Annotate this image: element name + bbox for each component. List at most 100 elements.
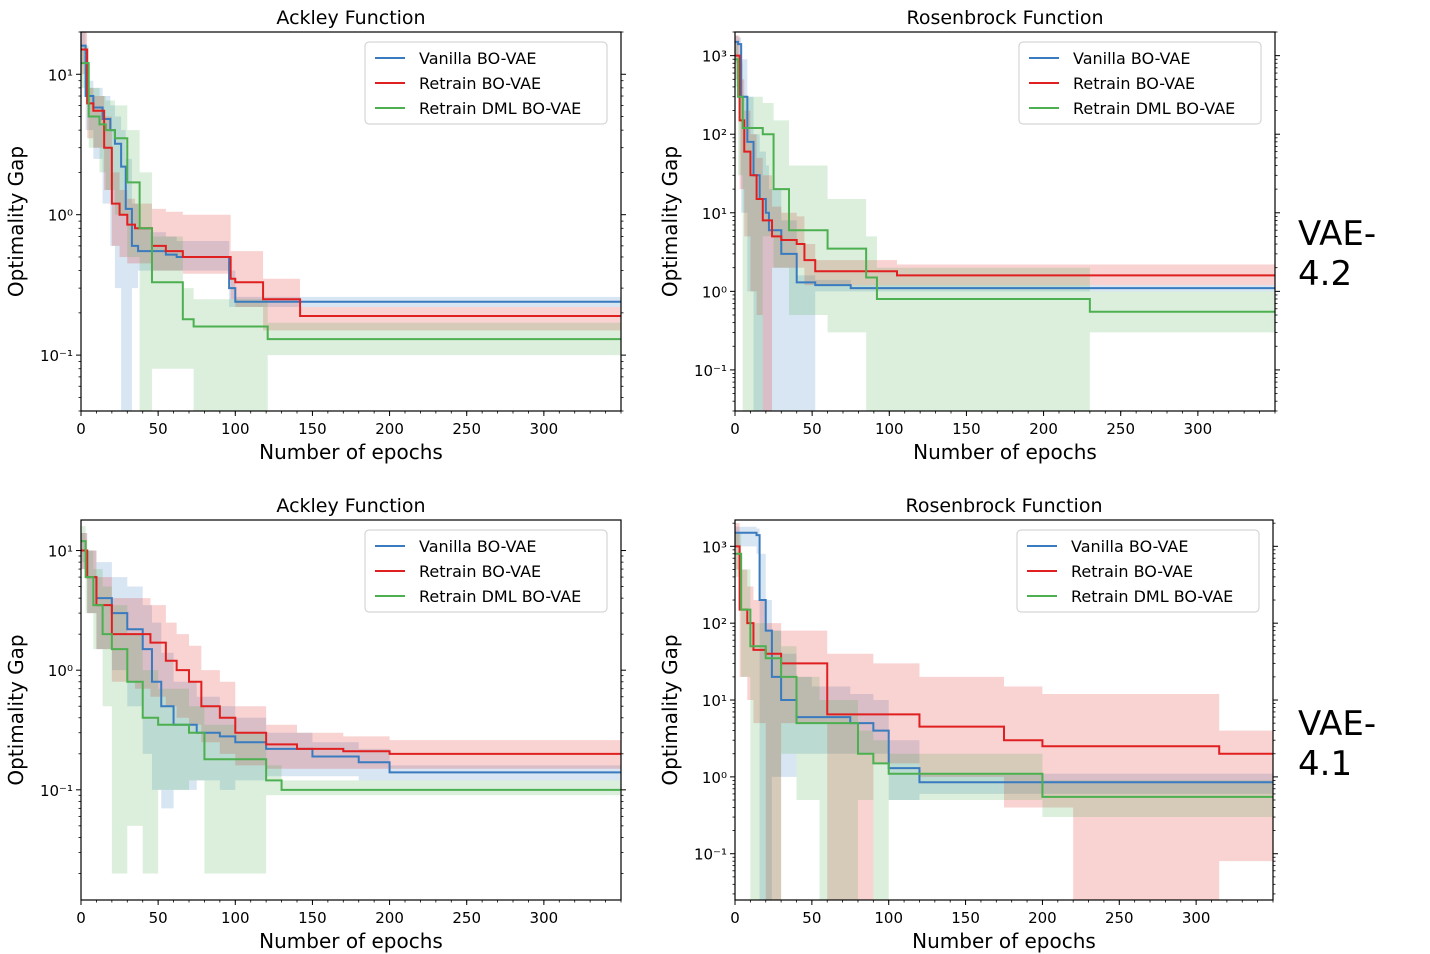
legend-label: Retrain DML BO-VAE (1071, 587, 1233, 606)
legend-box (364, 529, 608, 613)
x-tick-label: 250 (452, 909, 481, 927)
series-line-retrain-dml-bo-vae (81, 540, 621, 791)
x-axis-label: Number of epochs (913, 440, 1097, 464)
band-retrain-dml-bo-vae (81, 45, 621, 411)
x-tick-label: 300 (1182, 909, 1211, 927)
legend-box (1016, 529, 1260, 613)
legend-label: Retrain DML BO-VAE (419, 99, 581, 118)
legend-label: Retrain BO-VAE (1071, 562, 1193, 581)
chart-panel-2: 0 50 100 150 200 250 300 10⁻¹ 10⁰ 10¹ Ackley Funct… (4, 495, 626, 953)
y-tick-label: 10³ (702, 48, 727, 66)
band-retrain-dml-bo-vae (735, 41, 1275, 411)
x-tick-label: 200 (1029, 420, 1058, 438)
x-tick-label: 100 (221, 420, 250, 438)
x-tick-label: 50 (803, 420, 822, 438)
x-axis-label: Number of epochs (912, 929, 1096, 953)
y-tick-label: 10⁻¹ (40, 347, 73, 365)
x-tick-label: 100 (875, 420, 904, 438)
legend-label: Retrain BO-VAE (419, 562, 541, 581)
y-tick-label: 10⁰ (702, 283, 727, 301)
band-retrain-bo-vae (735, 523, 1273, 900)
series-line-retrain-dml-bo-vae (81, 62, 621, 341)
x-tick-label: 200 (1028, 909, 1057, 927)
x-tick-label: 250 (1105, 909, 1134, 927)
x-tick-label: 150 (951, 909, 980, 927)
x-tick-label: 250 (452, 420, 481, 438)
band-vanilla-bo-vae (735, 35, 1275, 411)
x-tick-label: 0 (76, 909, 86, 927)
chart-title: Rosenbrock Function (907, 7, 1104, 29)
y-axis-label: Optimality Gap (4, 634, 28, 785)
x-tick-label: 200 (375, 420, 404, 438)
x-tick-label: 100 (221, 909, 250, 927)
legend-label: Retrain DML BO-VAE (1073, 99, 1235, 118)
series-line-retrain-bo-vae (81, 549, 621, 755)
y-tick-label: 10¹ (702, 692, 727, 710)
y-axis-label: Optimality Gap (658, 634, 682, 785)
y-tick-label: 10⁰ (48, 207, 73, 225)
legend-label: Retrain BO-VAE (1073, 74, 1195, 93)
legend-box (364, 41, 608, 125)
band-retrain-dml-bo-vae (735, 532, 1273, 900)
series-line-retrain-dml-bo-vae (735, 552, 1273, 798)
y-axis-label: Optimality Gap (658, 146, 682, 297)
chart-panel-3: 0 50 100 150 200 250 300 10⁻¹ 10⁰ 10¹ 10² 10³ Rosenb… (658, 495, 1278, 953)
y-tick-label: 10³ (702, 538, 727, 556)
series-line-vanilla-bo-vae (81, 44, 621, 303)
x-tick-label: 50 (149, 909, 168, 927)
series-line-retrain-bo-vae (735, 545, 1273, 755)
legend-label: Vanilla BO-VAE (419, 537, 536, 556)
x-tick-label: 250 (1106, 420, 1135, 438)
x-tick-label: 200 (375, 909, 404, 927)
legend-label: Retrain BO-VAE (419, 74, 541, 93)
band-retrain-bo-vae (81, 32, 621, 331)
band-retrain-bo-vae (81, 533, 621, 769)
legend-label: Vanilla BO-VAE (1071, 537, 1188, 556)
series-line-vanilla-bo-vae (735, 40, 1275, 290)
legend-label: Retrain DML BO-VAE (419, 587, 581, 606)
x-axis-label: Number of epochs (259, 929, 443, 953)
x-tick-label: 0 (730, 420, 740, 438)
x-tick-label: 300 (530, 420, 559, 438)
y-tick-label: 10⁻¹ (40, 782, 73, 800)
series-line-retrain-dml-bo-vae (735, 58, 1275, 313)
y-tick-label: 10⁻¹ (694, 362, 727, 380)
plot-frame (734, 31, 1276, 412)
band-retrain-dml-bo-vae (81, 526, 621, 874)
chart-title: Ackley Function (276, 495, 425, 517)
x-tick-label: 50 (149, 420, 168, 438)
chart-panel-0: 0 50 100 150 200 250 300 10⁻¹ 10⁰ 10¹ Ackley Funct… (4, 7, 626, 464)
y-tick-label: 10¹ (48, 543, 73, 561)
chart-title: Rosenbrock Function (906, 495, 1103, 517)
chart-title: Ackley Function (276, 7, 425, 29)
x-tick-label: 150 (952, 420, 981, 438)
legend-label: Vanilla BO-VAE (1073, 49, 1190, 68)
y-tick-label: 10⁻¹ (694, 846, 727, 864)
x-tick-label: 150 (298, 420, 327, 438)
plot-frame (734, 519, 1274, 901)
y-tick-label: 10¹ (702, 205, 727, 223)
y-tick-label: 10² (702, 126, 727, 144)
x-tick-label: 50 (802, 909, 821, 927)
y-axis-label: Optimality Gap (4, 146, 28, 297)
series-line-retrain-bo-vae (735, 54, 1275, 277)
y-tick-label: 10⁰ (702, 769, 727, 787)
band-vanilla-bo-vae (81, 533, 621, 809)
x-tick-label: 300 (530, 909, 559, 927)
y-tick-label: 10⁰ (48, 662, 73, 680)
row-label-vae-4-1: VAE-4.1 (1298, 704, 1377, 784)
band-vanilla-bo-vae (735, 526, 1273, 900)
x-tick-label: 0 (76, 420, 86, 438)
row-label-vae-4-2: VAE-4.2 (1298, 214, 1377, 294)
legend-box (1018, 41, 1262, 125)
x-tick-label: 100 (874, 909, 903, 927)
x-tick-label: 150 (298, 909, 327, 927)
plot-frame (80, 519, 622, 901)
x-axis-label: Number of epochs (259, 440, 443, 464)
y-tick-label: 10¹ (48, 66, 73, 84)
legend-label: Vanilla BO-VAE (419, 49, 536, 68)
chart-panel-1: 0 50 100 150 200 250 300 10⁻¹ 10⁰ 10¹ 10² 10³ Rosenb… (658, 7, 1280, 464)
y-tick-label: 10² (702, 615, 727, 633)
x-tick-label: 0 (730, 909, 740, 927)
